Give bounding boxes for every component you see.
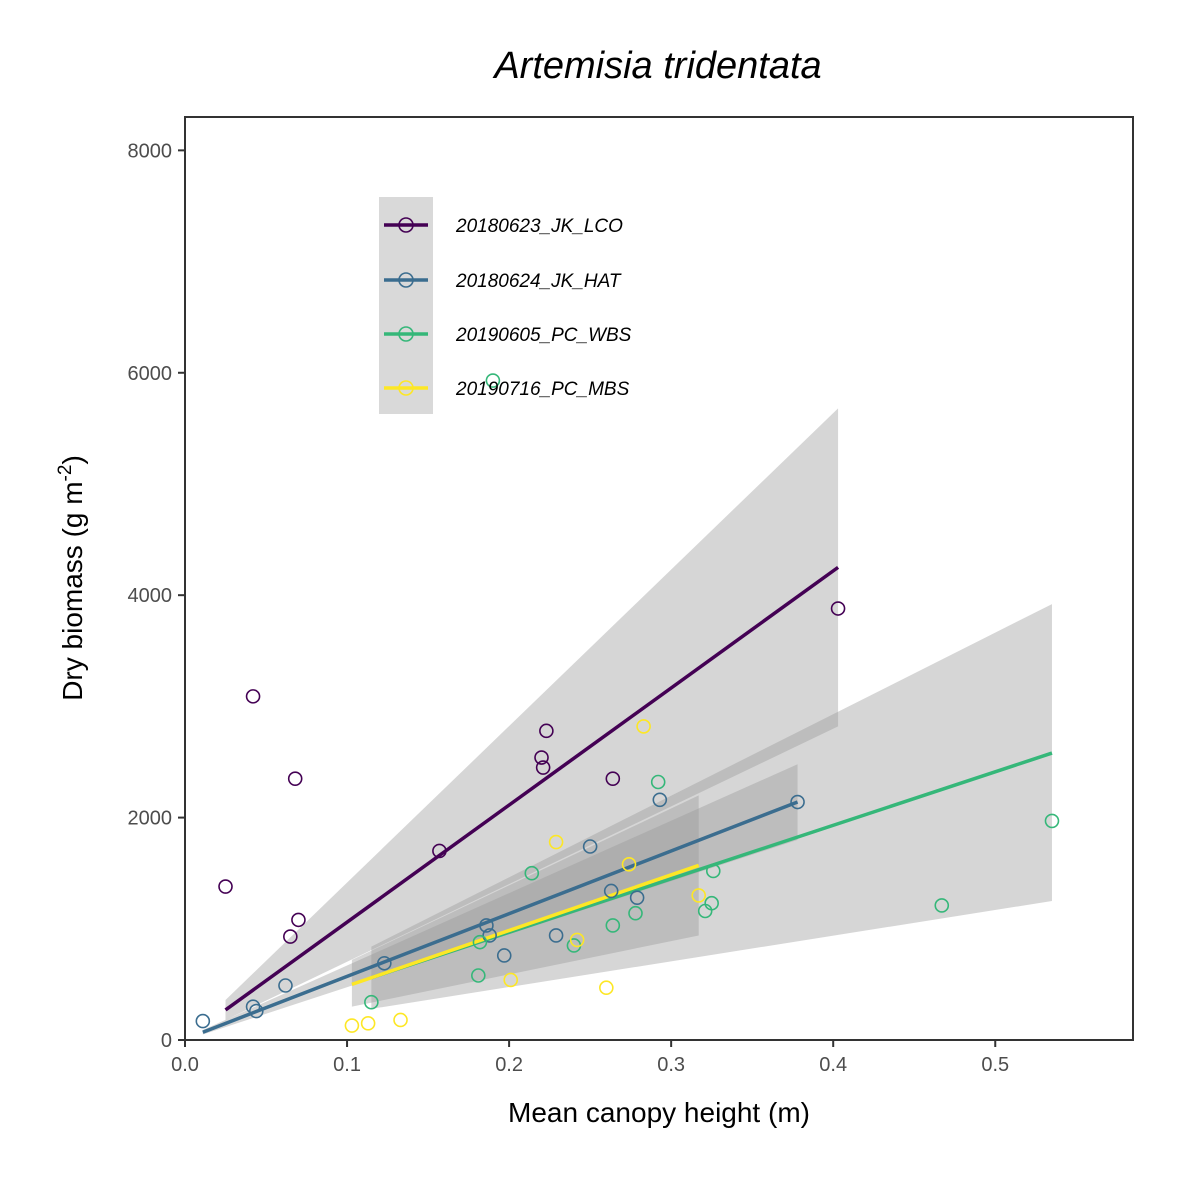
data-point-series-2 bbox=[496, 948, 512, 963]
data-point-series-3 bbox=[471, 968, 486, 983]
y-tick-label: 8000 bbox=[128, 140, 173, 162]
data-point-series-3 bbox=[605, 918, 621, 933]
data-point-series-3 bbox=[524, 865, 540, 881]
plot-panel-border bbox=[184, 116, 1134, 1041]
data-point-series-4 bbox=[636, 719, 651, 734]
data-point-series-4 bbox=[599, 980, 614, 996]
y-axis-title-superscript: -2 bbox=[55, 465, 76, 482]
x-tick-label: 0.4 bbox=[819, 1054, 847, 1076]
data-point-series-1 bbox=[535, 760, 551, 775]
data-point-series-1 bbox=[283, 929, 298, 944]
data-point-series-2 bbox=[249, 1003, 264, 1019]
legend-key-point bbox=[398, 217, 414, 233]
data-point-series-3 bbox=[705, 863, 721, 879]
y-axis: 0 2000 4000 6000 8000 bbox=[128, 140, 185, 1052]
confidence-band-1 bbox=[225, 408, 839, 1020]
y-axis-title: Dry biomass (g m-2) bbox=[55, 455, 88, 701]
data-point-series-1 bbox=[432, 843, 447, 859]
fit-line-2 bbox=[202, 800, 799, 1034]
legend-key-point bbox=[398, 380, 414, 396]
data-point-series-3 bbox=[472, 934, 488, 950]
y-axis-title-close: ) bbox=[57, 455, 88, 464]
data-point-series-4 bbox=[621, 856, 637, 872]
legend-key-point bbox=[398, 326, 414, 342]
y-tick-label: 2000 bbox=[128, 808, 173, 830]
data-point-series-1 bbox=[218, 879, 233, 894]
y-axis-title-base: Dry biomass (g m bbox=[57, 481, 88, 700]
data-point-series-2 bbox=[479, 918, 494, 933]
data-point-series-4 bbox=[393, 1012, 408, 1028]
x-axis: 0.0 0.1 0.2 0.3 0.4 0.5 bbox=[171, 1040, 1009, 1076]
data-point-series-3 bbox=[485, 373, 501, 388]
data-point-series-2 bbox=[652, 792, 668, 808]
data-point-series-3 bbox=[650, 774, 666, 790]
legend-key-background bbox=[379, 197, 433, 414]
data-point-series-1 bbox=[534, 750, 549, 765]
x-tick-label: 0.5 bbox=[981, 1054, 1009, 1076]
data-point-series-4 bbox=[691, 888, 707, 903]
data-point-series-1 bbox=[830, 601, 846, 616]
data-point-series-1 bbox=[539, 723, 554, 739]
confidence-band-2 bbox=[202, 764, 798, 1035]
data-point-series-3 bbox=[364, 994, 379, 1010]
fit-line-1 bbox=[224, 565, 840, 1012]
legend-label: 20190605_PC_WBS bbox=[455, 325, 632, 346]
data-point-series-3 bbox=[628, 905, 643, 921]
legend-label: 20190716_PC_MBS bbox=[455, 379, 630, 400]
legend: 20180623_JK_LCO 20180624_JK_HAT 20190605_P… bbox=[379, 197, 632, 414]
x-tick-label: 0.1 bbox=[333, 1054, 361, 1076]
data-point-series-2 bbox=[582, 839, 598, 854]
y-tick-label: 6000 bbox=[128, 363, 173, 385]
chart-title: Artemisia tridentata bbox=[492, 45, 821, 87]
data-point-series-1 bbox=[287, 771, 303, 786]
data-point-series-2 bbox=[603, 883, 619, 899]
fit-line-4 bbox=[351, 863, 700, 987]
data-point-series-4 bbox=[360, 1016, 376, 1031]
data-point-series-2 bbox=[195, 1013, 211, 1029]
data-point-series-2 bbox=[548, 928, 564, 943]
data-point-series-2 bbox=[245, 999, 261, 1014]
data-point-series-4 bbox=[548, 834, 564, 850]
x-tick-label: 0.0 bbox=[171, 1054, 199, 1076]
data-point-series-2 bbox=[278, 978, 293, 993]
data-point-series-3 bbox=[1044, 813, 1060, 829]
data-point-series-3 bbox=[934, 898, 950, 913]
data-point-series-2 bbox=[482, 928, 497, 943]
x-tick-label: 0.2 bbox=[495, 1054, 523, 1076]
x-tick-label: 0.3 bbox=[657, 1054, 685, 1076]
data-point-series-1 bbox=[605, 771, 621, 786]
y-tick-label: 4000 bbox=[128, 585, 173, 607]
data-point-series-3 bbox=[704, 895, 719, 911]
confidence-band-3 bbox=[371, 604, 1052, 1009]
data-points bbox=[195, 373, 1060, 1033]
data-point-series-2 bbox=[629, 890, 645, 905]
x-axis-title: Mean canopy height (m) bbox=[508, 1097, 810, 1128]
legend-key-point bbox=[398, 272, 414, 288]
legend-label: 20180624_JK_HAT bbox=[455, 271, 622, 292]
y-tick-label: 0 bbox=[161, 1030, 172, 1052]
data-point-series-4 bbox=[503, 972, 519, 988]
data-point-series-1 bbox=[245, 689, 261, 704]
data-point-series-4 bbox=[569, 932, 585, 948]
legend-label: 20180623_JK_LCO bbox=[455, 216, 623, 237]
data-point-series-4 bbox=[344, 1018, 360, 1033]
data-point-series-2 bbox=[790, 794, 805, 810]
data-point-series-1 bbox=[291, 912, 306, 928]
data-point-series-2 bbox=[377, 955, 392, 971]
